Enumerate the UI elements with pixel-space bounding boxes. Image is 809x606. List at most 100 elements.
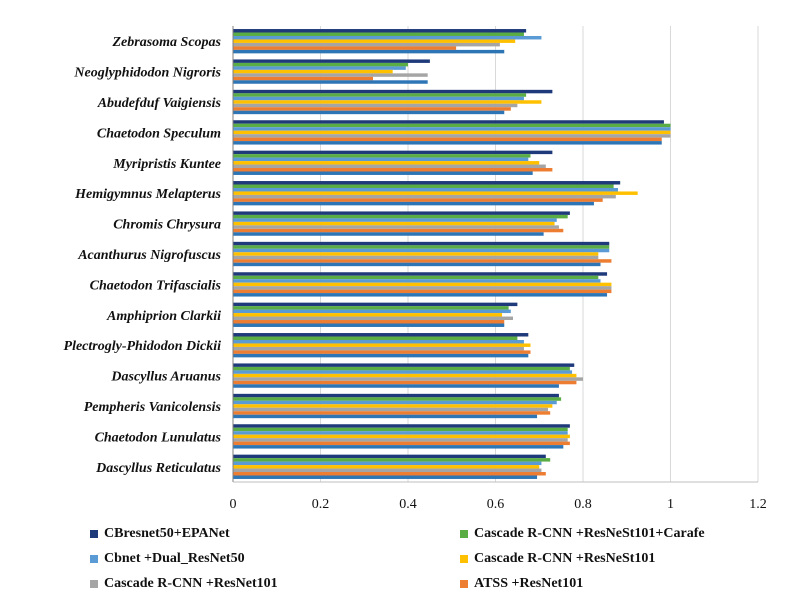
legend-swatch bbox=[90, 530, 98, 538]
legend-swatch bbox=[460, 555, 468, 563]
bar bbox=[233, 137, 662, 142]
category-label: Hemigymnus Melapterus bbox=[74, 187, 221, 202]
bar bbox=[233, 107, 511, 111]
bar bbox=[233, 194, 616, 199]
legend-item: Cascade R-CNN +ResNeSt101+Carafe bbox=[460, 524, 790, 544]
bar bbox=[233, 431, 568, 435]
legend-label: CBresnet50+EPANet bbox=[104, 526, 230, 541]
bar bbox=[233, 316, 513, 321]
bar bbox=[233, 427, 568, 432]
bar bbox=[233, 255, 599, 260]
bar bbox=[233, 286, 612, 290]
bar bbox=[233, 475, 538, 479]
category-label: Myripristis Kuntee bbox=[112, 157, 221, 172]
bar bbox=[233, 363, 575, 367]
legend-label: Cascade R-CNN +ResNet101 bbox=[104, 576, 278, 591]
bar bbox=[233, 80, 428, 84]
bar bbox=[233, 225, 559, 229]
bar bbox=[233, 414, 538, 419]
bar bbox=[233, 154, 531, 158]
bar bbox=[233, 404, 553, 408]
bar bbox=[233, 73, 428, 77]
category-label: Chaetodon Lunulatus bbox=[95, 430, 222, 445]
bar bbox=[233, 211, 570, 215]
bar bbox=[233, 400, 557, 405]
bar bbox=[233, 313, 503, 317]
legend-swatch bbox=[90, 580, 98, 588]
bar bbox=[233, 434, 570, 439]
bar bbox=[233, 46, 457, 50]
bar bbox=[233, 248, 610, 253]
bar bbox=[233, 333, 529, 337]
axes bbox=[232, 26, 758, 483]
bar bbox=[233, 407, 548, 412]
bar bbox=[233, 96, 524, 101]
legend-item: Cascade R-CNN +ResNeSt101 bbox=[460, 549, 790, 569]
bar bbox=[233, 141, 662, 145]
bar bbox=[233, 62, 408, 67]
bar bbox=[233, 198, 603, 202]
x-tick-label: 0.6 bbox=[487, 497, 505, 512]
category-label: Dascyllus Aruanus bbox=[110, 370, 221, 385]
bar bbox=[233, 272, 608, 276]
bar bbox=[233, 366, 570, 371]
bar bbox=[233, 245, 610, 249]
bar bbox=[233, 380, 577, 385]
bar bbox=[233, 458, 551, 462]
bar bbox=[233, 191, 638, 195]
bar bbox=[233, 161, 540, 165]
category-label: Abudefduf Vaigiensis bbox=[97, 96, 222, 111]
legend: CBresnet50+EPANet Cascade R-CNN +ResNeSt… bbox=[90, 524, 790, 594]
bar bbox=[233, 282, 612, 287]
category-label: Dascyllus Reticulatus bbox=[95, 461, 221, 476]
bar bbox=[233, 110, 505, 115]
bar bbox=[233, 289, 612, 294]
bar bbox=[233, 461, 542, 466]
bar bbox=[233, 384, 559, 388]
category-label: Chaetodon Trifascialis bbox=[90, 278, 222, 293]
bar bbox=[233, 39, 516, 43]
bar bbox=[233, 424, 570, 428]
bar bbox=[233, 218, 557, 222]
x-tick-label: 0.2 bbox=[312, 497, 330, 512]
bar bbox=[233, 93, 527, 97]
bar bbox=[233, 187, 618, 192]
bar bbox=[233, 320, 505, 324]
bar bbox=[233, 35, 542, 40]
bar bbox=[233, 350, 531, 354]
bar bbox=[233, 168, 553, 172]
legend-label: Cascade R-CNN +ResNeSt101+Carafe bbox=[474, 526, 705, 541]
bar bbox=[233, 336, 518, 340]
bar bbox=[233, 472, 546, 476]
legend-swatch bbox=[90, 555, 98, 563]
bar bbox=[233, 262, 601, 267]
bar bbox=[233, 42, 500, 47]
category-label: Neoglyphidodon Nigroris bbox=[73, 66, 221, 81]
bar bbox=[233, 279, 601, 283]
category-label: Acanthurus Nigrofuscus bbox=[77, 248, 221, 263]
bar bbox=[233, 373, 577, 378]
bar bbox=[233, 120, 664, 124]
legend-label: Cbnet +Dual_ResNet50 bbox=[104, 551, 245, 566]
bar bbox=[233, 103, 518, 108]
bar bbox=[233, 232, 544, 236]
bar bbox=[233, 275, 599, 280]
bar bbox=[233, 134, 671, 138]
x-tick-label: 1 bbox=[667, 497, 674, 512]
legend-label: Cascade R-CNN +ResNeSt101 bbox=[474, 551, 656, 566]
bar bbox=[233, 343, 531, 347]
bar bbox=[233, 59, 430, 63]
bar bbox=[233, 150, 553, 155]
category-label: Zebrasoma Scopas bbox=[112, 35, 222, 50]
bar bbox=[233, 66, 406, 70]
category-label: Chaetodon Speculum bbox=[97, 126, 221, 141]
bar bbox=[233, 441, 570, 446]
bar bbox=[233, 259, 612, 263]
category-label: Pempheris Vanicolensis bbox=[84, 400, 222, 415]
legend-item: CBresnet50+EPANet bbox=[90, 524, 460, 544]
bar bbox=[233, 49, 505, 54]
bar bbox=[233, 221, 555, 226]
bar bbox=[233, 164, 546, 169]
bar bbox=[233, 465, 540, 469]
legend-item: ATSS +ResNet101 bbox=[460, 574, 790, 594]
